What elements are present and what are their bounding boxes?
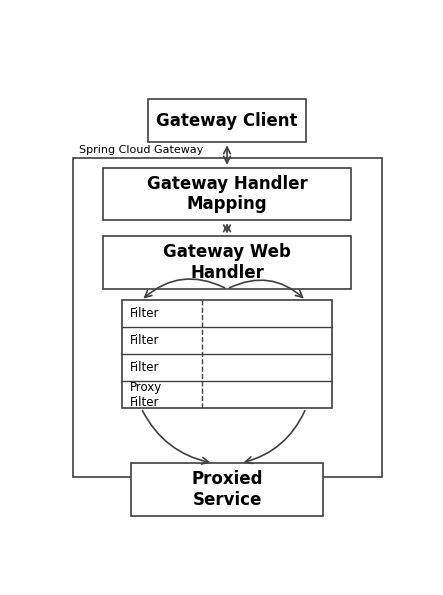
Text: Proxy
Filter: Proxy Filter [130,381,162,409]
FancyBboxPatch shape [103,236,351,289]
FancyBboxPatch shape [103,168,351,220]
Text: Spring Cloud Gateway: Spring Cloud Gateway [79,145,204,155]
FancyBboxPatch shape [73,158,381,477]
FancyBboxPatch shape [122,300,332,408]
FancyBboxPatch shape [131,463,323,516]
Text: Gateway Web
Handler: Gateway Web Handler [163,243,291,282]
Text: Gateway Handler
Mapping: Gateway Handler Mapping [147,174,307,214]
Text: Filter: Filter [130,334,159,347]
Text: Filter: Filter [130,308,159,321]
Text: Gateway Client: Gateway Client [156,112,298,130]
Text: Proxied
Service: Proxied Service [191,470,263,509]
Text: Filter: Filter [130,361,159,374]
FancyBboxPatch shape [148,99,306,142]
